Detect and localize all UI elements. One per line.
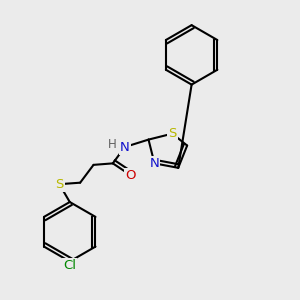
Text: N: N	[150, 157, 159, 170]
Text: N: N	[120, 140, 130, 154]
Text: S: S	[55, 178, 64, 191]
Text: S: S	[168, 127, 176, 140]
Text: Cl: Cl	[63, 260, 76, 272]
Text: H: H	[108, 138, 117, 151]
Text: O: O	[125, 169, 136, 182]
